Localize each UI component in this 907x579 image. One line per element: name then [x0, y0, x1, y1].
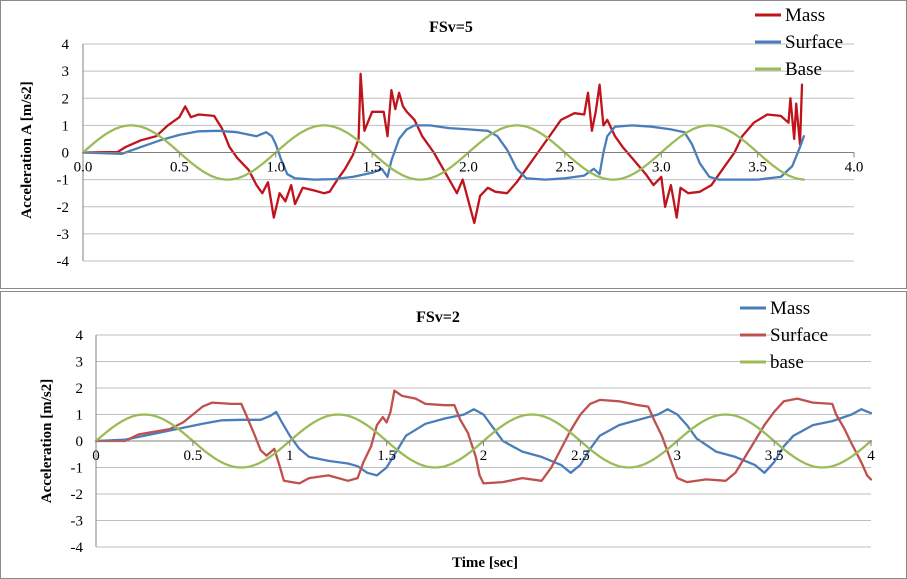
chart-2-y-axis-label: Acceleration [m/s2]	[39, 379, 55, 504]
chart-2-x-tick-label: 3.5	[765, 448, 784, 464]
chart-2-title: FSv=2	[416, 309, 460, 326]
chart-1-y-tick-label: 4	[62, 37, 70, 53]
chart-2-y-ticks: 4 3 2 1 0 -1 -2 -3 -4	[71, 328, 84, 556]
chart-2-y-tick-label: 1	[76, 408, 84, 424]
chart-2-series-mass	[94, 408, 873, 477]
chart-2-x-tick-label: 2	[480, 448, 488, 464]
chart-1-y-tick-label: -4	[57, 254, 70, 270]
chart-1-y-ticks: 4 3 2 1 0 -1 -2 -3 -4	[57, 37, 70, 270]
chart-1-plot-area	[81, 72, 806, 225]
chart-1-y-tick-label: -2	[57, 200, 70, 216]
chart-1-x-ticks: 0.0 0.5 1.0 1.5 2.0 2.5 3.0 3.5 4.0	[74, 152, 864, 176]
chart-2-y-tick-label: 2	[76, 381, 84, 397]
chart-1-y-tick-label: 3	[62, 64, 70, 80]
chart-2-legend-label-base: base	[770, 352, 804, 373]
chart-1-x-tick-label: 0.5	[170, 160, 189, 176]
chart-1-legend-label-mass: Mass	[785, 5, 825, 26]
chart-1-y-tick-label: -3	[57, 227, 70, 243]
chart-2-y-tick-label: -4	[71, 540, 84, 556]
chart-1-x-tick-label: 4.0	[845, 160, 864, 176]
chart-2-x-ticks: 0 0.5 1 1.5 2 2.5 3 3.5 4	[92, 440, 875, 464]
chart-2-y-tick-label: -2	[71, 487, 84, 503]
chart-1-x-tick-label: 1.0	[266, 160, 285, 176]
chart-2-y-tick-label: -3	[71, 514, 84, 530]
chart-1-y-tick-label: -1	[57, 173, 70, 189]
chart-1-x-tick-label: 0.0	[74, 160, 93, 176]
chart-1-x-tick-label: 3.0	[652, 160, 671, 176]
chart-2-legend-label-mass: Mass	[770, 298, 810, 319]
chart-1-y-axis-label: Acceleration A [m/s2]	[19, 81, 35, 218]
chart-2-x-tick-label: 4	[867, 448, 875, 464]
chart-2-series-surface	[94, 389, 873, 485]
chart-1-title: FSv=5	[429, 19, 473, 36]
chart-1-legend-label-surface: Surface	[785, 32, 843, 53]
chart-2-y-tick-label: -1	[71, 461, 84, 477]
chart-2-x-tick-label: 3	[674, 448, 682, 464]
chart-2-y-tick-label: 3	[76, 355, 84, 371]
chart-2-x-tick-label: 0	[92, 448, 100, 464]
chart-1-series-base	[81, 124, 806, 181]
chart-1-x-tick-label: 2.0	[459, 160, 478, 176]
chart-1: FSv=5 Acceleration A [m/s2] 4 3 2 1 0 -1 -2 -3 -…	[19, 5, 863, 270]
chart-2: FSv=2 Acceleration [m/s2] Time [sec] 4 3 2…	[39, 298, 875, 571]
chart-1-x-tick-label: 2.5	[556, 160, 575, 176]
chart-1-series-mass	[81, 72, 804, 225]
chart-1-y-tick-label: 2	[62, 91, 70, 107]
chart-2-legend: Mass Surface base	[740, 298, 828, 373]
chart-1-legend: Mass Surface Base	[755, 5, 843, 80]
chart-2-x-tick-label: 1	[286, 448, 294, 464]
chart-2-x-tick-label: 1.5	[377, 448, 396, 464]
chart-1-y-tick-label: 0	[62, 146, 70, 162]
chart-2-x-axis-label: Time [sec]	[452, 555, 518, 571]
chart-1-x-tick-label: 1.5	[363, 160, 382, 176]
chart-1-x-tick-label: 3.5	[748, 160, 767, 176]
chart-1-legend-label-base: Base	[785, 59, 822, 80]
chart-1-y-tick-label: 1	[62, 118, 70, 134]
chart-2-x-tick-label: 0.5	[184, 448, 203, 464]
chart-2-y-tick-label: 4	[76, 328, 84, 344]
chart-2-y-tick-label: 0	[76, 434, 84, 450]
chart-2-x-tick-label: 2.5	[571, 448, 590, 464]
chart-2-legend-label-surface: Surface	[770, 325, 828, 346]
